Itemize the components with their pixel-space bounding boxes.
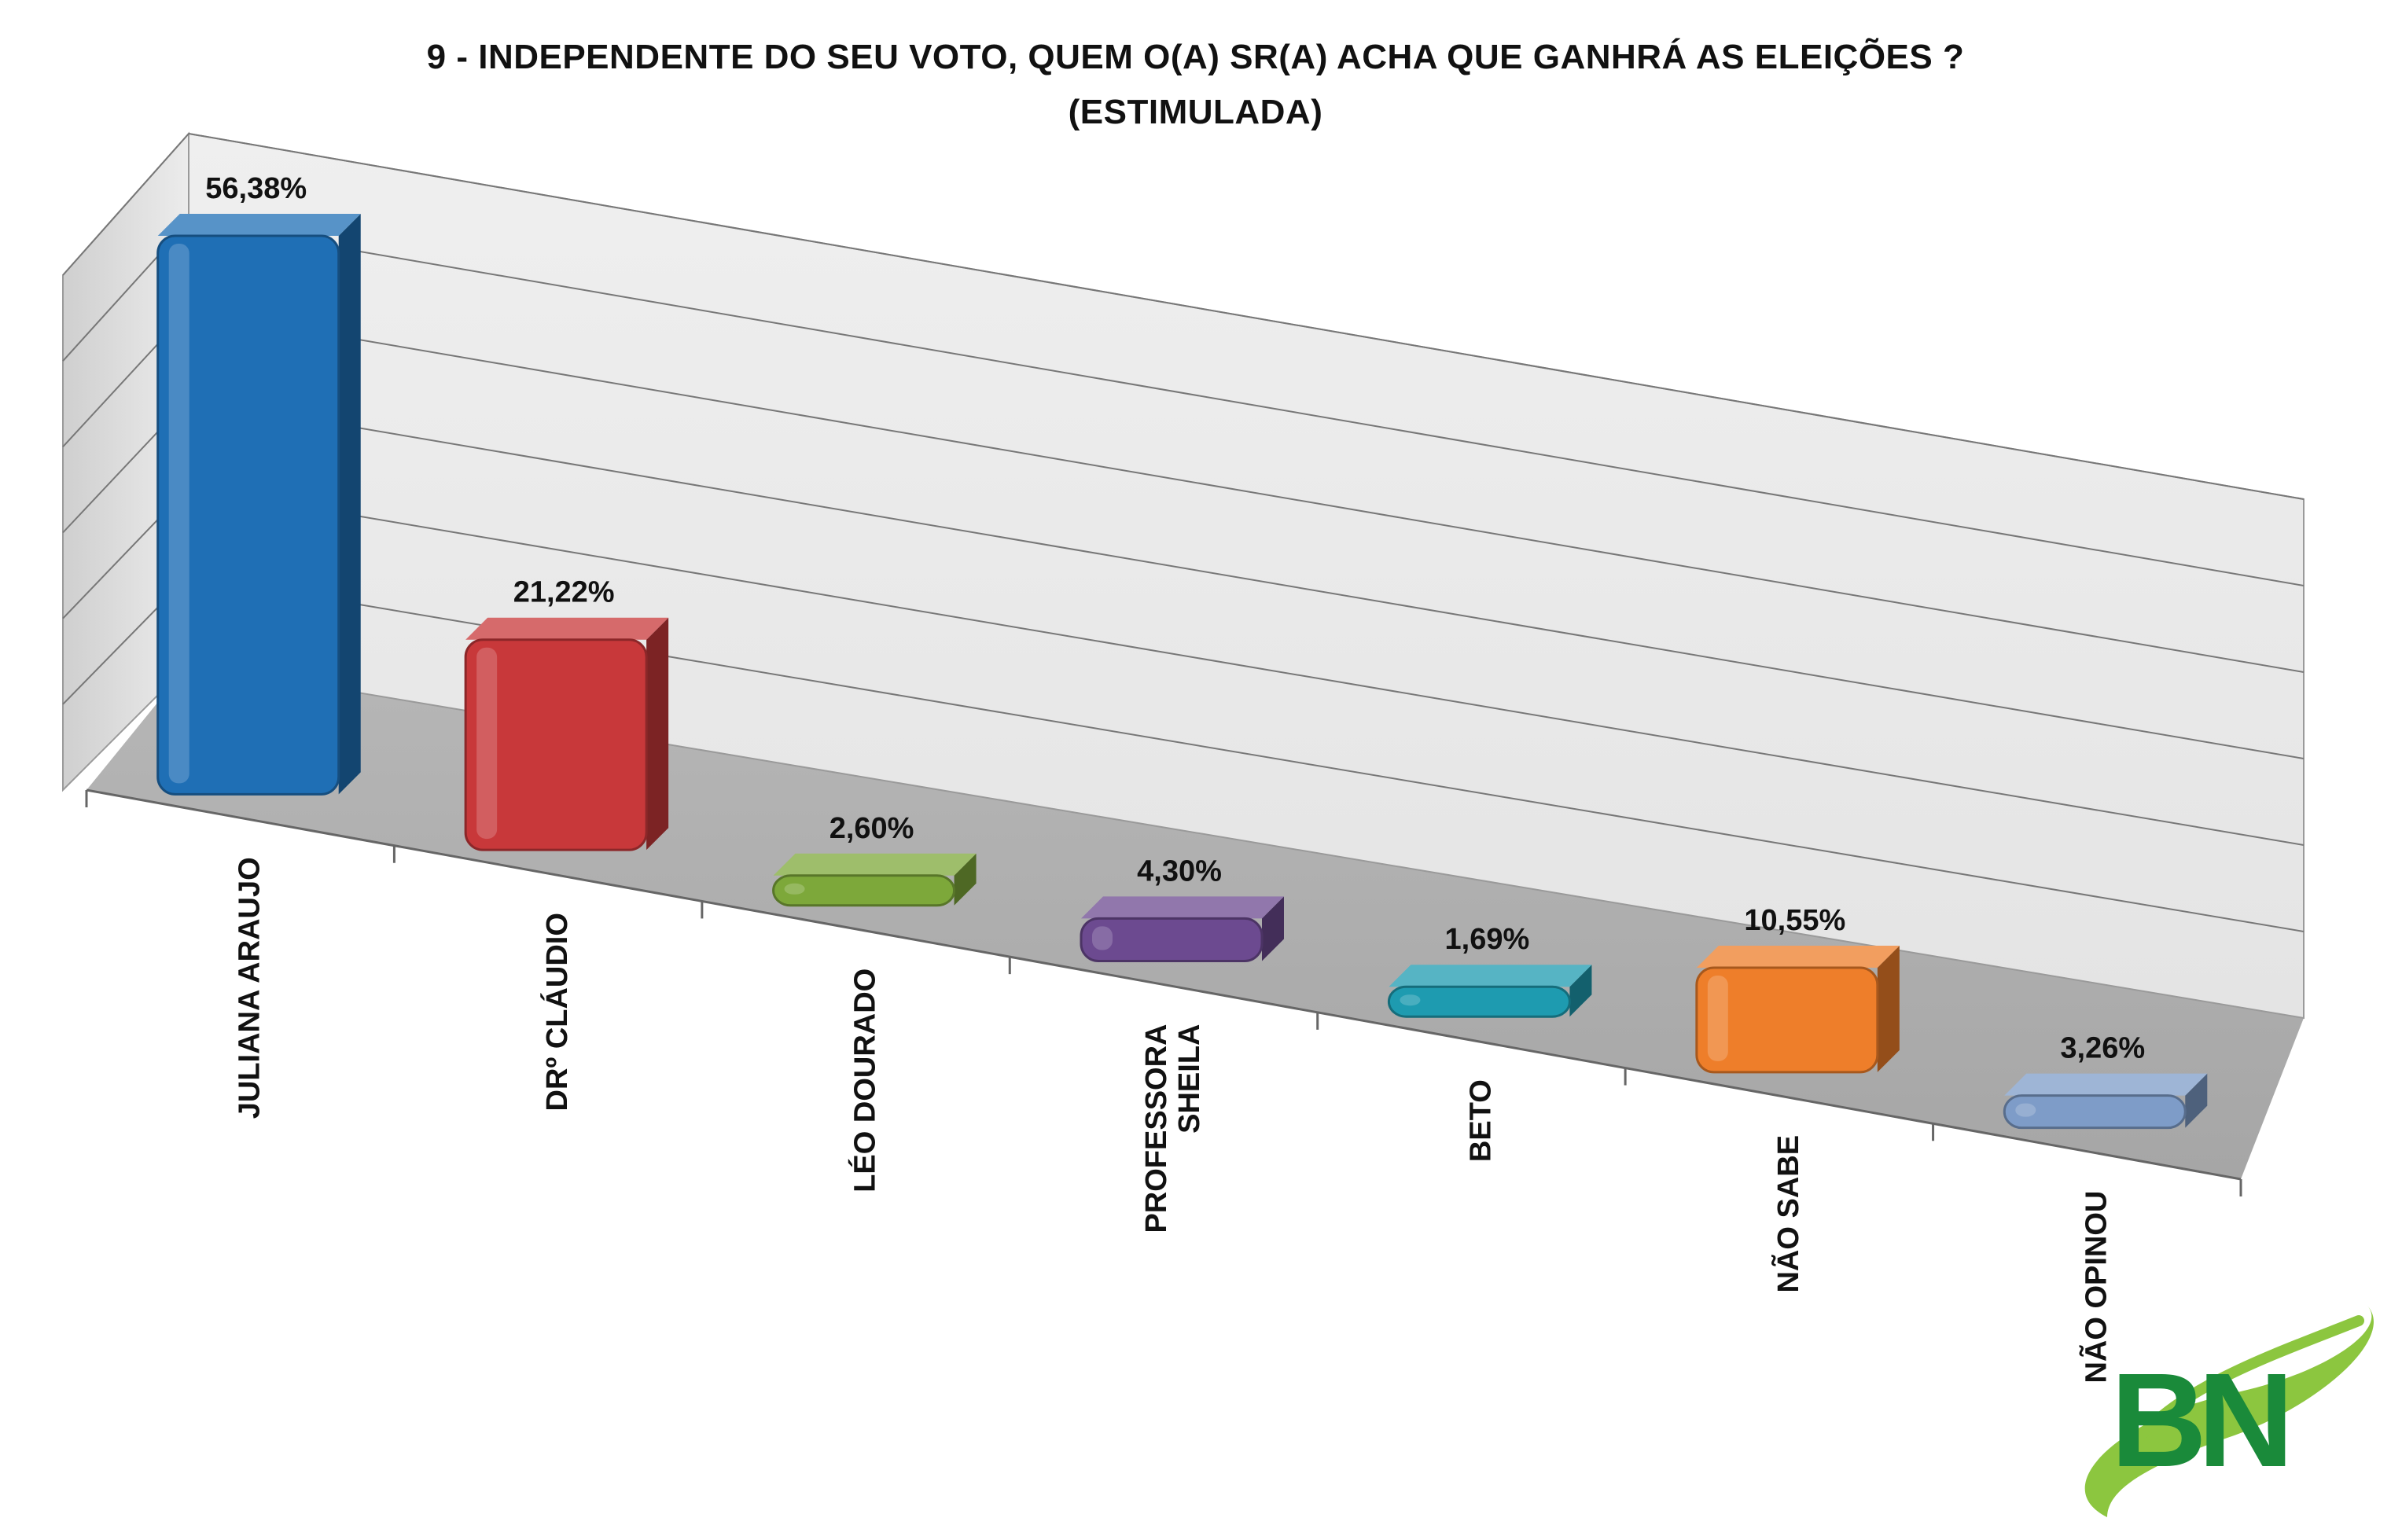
bar-front [156,234,340,796]
bar-side [338,213,361,795]
bar-highlight [2015,1103,2036,1117]
gridline [188,133,2305,500]
bar [1387,965,1592,1018]
data-label: 3,26% [2060,1032,2145,1065]
bar-front [772,874,956,907]
category-label: NÃO OPINOU [2078,1191,2113,1384]
bar-front [1387,985,1571,1018]
gridline [188,221,2305,586]
category-label: BETO [1464,1079,1497,1162]
bar-side [1877,945,1900,1072]
bar-side [1262,896,1284,961]
bar-front [1080,917,1264,962]
bar-top [773,853,977,876]
bar-top [157,213,361,236]
category-label: JULIANA ARAUJO [234,857,267,1119]
bar-side [1569,965,1592,1017]
data-label: 56,38% [205,172,307,205]
x-axis [86,788,2242,1181]
bar-front [2003,1094,2187,1130]
data-label: 1,69% [1445,923,1530,956]
bar [1695,945,1900,1074]
bar-front [1695,966,1879,1074]
bar-highlight [1707,975,1728,1061]
logo-arc [2133,1315,2364,1444]
bar-highlight [476,647,498,840]
bar-highlight [784,883,805,895]
category-label: DRº CLÁUDIO [539,913,574,1111]
bar [2003,1073,2208,1130]
category-label: PROFESSORASHEILA [1140,1024,1206,1233]
bar-top [465,617,669,640]
bn-logo: BN [2084,1305,2374,1517]
bar-highlight [168,243,189,784]
category-label: NÃO SABE [1771,1135,1805,1293]
bar [1080,896,1284,962]
bar-top [1389,965,1592,987]
bar [464,617,669,851]
data-label: 10,55% [1744,904,1845,937]
gridline [188,398,2305,759]
chart-subtitle: (ESTIMULADA) [1068,93,1323,131]
bar-top [2004,1073,2208,1096]
logo-swoosh [2084,1305,2374,1517]
bar [156,213,361,796]
data-label: 4,30% [1137,855,1222,888]
bar [772,853,977,907]
category-label: LÉO DOURADO [848,968,882,1193]
bar-top [1696,945,1900,968]
data-label: 2,60% [829,812,914,845]
logo-text: BN [2110,1346,2286,1495]
gridline [188,310,2305,673]
data-label: 21,22% [513,576,615,609]
bar-side [646,617,669,851]
bar-front [464,638,648,851]
chart-title: 9 - INDEPENDENTE DO SEU VOTO, QUEM O(A) … [426,38,1965,76]
gridline-side [62,133,189,276]
gridline [188,487,2305,846]
bar-top [1081,896,1284,919]
bar-side [954,853,977,906]
bar-highlight [1092,926,1113,950]
bar-highlight [1400,994,1421,1006]
bar-side [2185,1073,2208,1128]
